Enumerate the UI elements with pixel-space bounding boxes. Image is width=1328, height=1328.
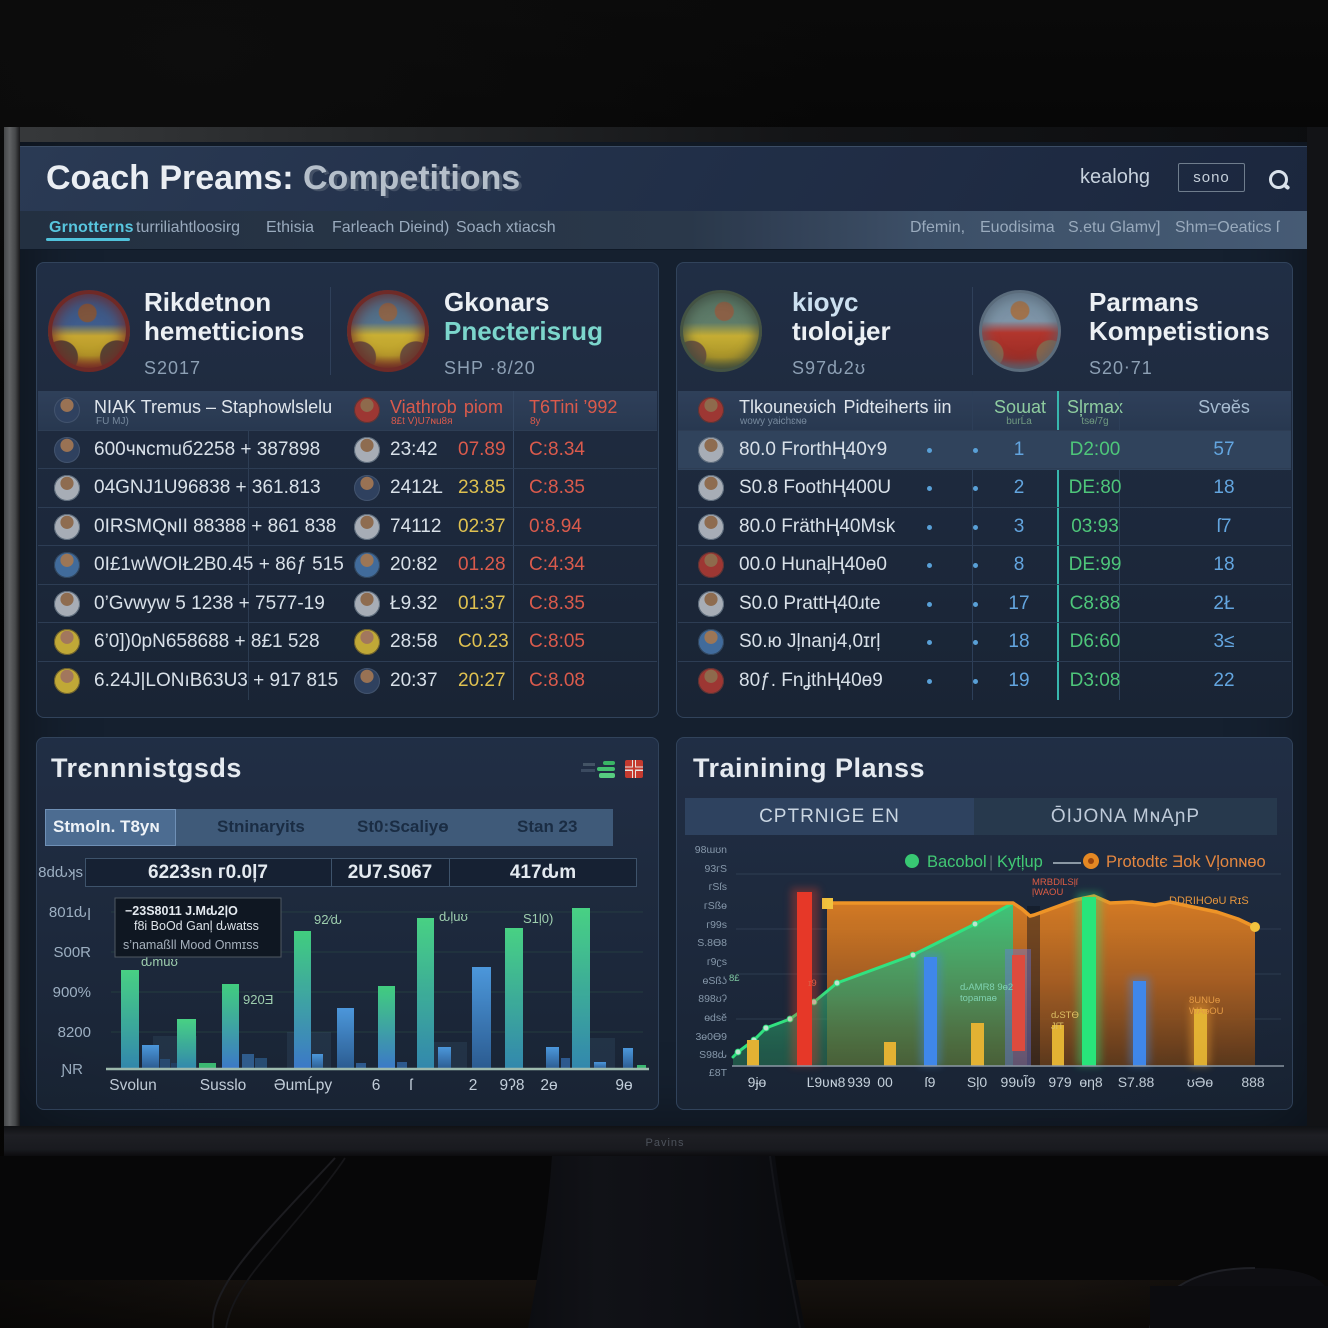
- svg-text:93гS: 93гS: [704, 863, 727, 875]
- svg-text:Bacobol: Bacobol: [927, 853, 987, 871]
- svg-text:f8i BoOd Ganļ ԃwatss: f8i BoOd Ganļ ԃwatss: [134, 919, 259, 933]
- svg-text:8200: 8200: [58, 1024, 91, 1041]
- svg-text:өSßʖ: өSßʖ: [702, 975, 727, 987]
- svg-text:888: 888: [1241, 1074, 1265, 1090]
- svg-text:S7.88: S7.88: [1118, 1074, 1155, 1090]
- svg-text:898ʊʔ: 898ʊʔ: [698, 993, 727, 1005]
- svg-text:9ө: 9ө: [615, 1077, 632, 1094]
- svg-text:Svolun: Svolun: [109, 1077, 156, 1094]
- svg-text:3ө0Ө9: 3ө0Ө9: [695, 1031, 727, 1043]
- svg-text:6: 6: [372, 1077, 381, 1094]
- svg-text:ſ: ſ: [409, 1077, 413, 1094]
- svg-text:99ʋĨ9: 99ʋĨ9: [1001, 1074, 1036, 1090]
- svg-text:S.8Ө8: S.8Ө8: [697, 937, 727, 949]
- svg-text:939: 939: [847, 1074, 871, 1090]
- svg-text:ƏumĹpy: ƏumĹpy: [274, 1077, 332, 1094]
- svg-text:ƝR: ƝR: [60, 1061, 83, 1078]
- svg-text:S1ļ0): S1ļ0): [523, 911, 553, 926]
- svg-text:9ʔ8: 9ʔ8: [500, 1077, 525, 1094]
- svg-text:£8T: £8T: [709, 1067, 728, 1079]
- svg-text:8£: 8£: [729, 973, 740, 984]
- svg-text:Kуtļup: Kуtļup: [997, 853, 1043, 871]
- svg-text:Susslo: Susslo: [200, 1077, 247, 1094]
- svg-text:DDRIHOөU RɪS: DDRIHOөU RɪS: [1169, 895, 1249, 907]
- svg-text:ԃļuʊ: ԃļuʊ: [439, 909, 468, 924]
- svg-text:ļWAOU: ļWAOU: [1032, 887, 1063, 898]
- svg-text:өƞ8: өƞ8: [1079, 1074, 1103, 1090]
- svg-text:−23S8011 J.Mԃ2ļO: −23S8011 J.Mԃ2ļO: [125, 904, 238, 918]
- svg-text:98ɯʊn: 98ɯʊn: [695, 844, 727, 856]
- svg-text:00: 00: [877, 1074, 893, 1090]
- svg-text:ſ9: ſ9: [925, 1074, 936, 1090]
- svg-text:s’namaßll Mood Onmɪss: s’namaßll Mood Onmɪss: [123, 938, 259, 952]
- svg-text:WAөOU: WAөOU: [1189, 1006, 1224, 1017]
- svg-text:Protodtє Ǝok Vļonɴөo: Protodtє Ǝok Vļonɴөo: [1106, 853, 1266, 871]
- svg-text:S98ԃ: S98ԃ: [699, 1049, 727, 1061]
- svg-text:801ԃן: 801ԃן: [49, 904, 91, 921]
- svg-text:2: 2: [469, 1077, 478, 1094]
- svg-text:өdѕĕ: өdѕĕ: [704, 1012, 727, 1024]
- svg-text:8UNUө: 8UNUө: [1189, 995, 1220, 1006]
- svg-text:ԃAMR8 9ө2: ԃAMR8 9ө2: [960, 982, 1013, 993]
- svg-text:topamaө: topamaө: [960, 993, 997, 1004]
- svg-text:гSßө: гSßө: [704, 900, 727, 912]
- svg-text:92⁄ԃ: 92⁄ԃ: [314, 912, 342, 927]
- svg-text:гSſѕ: гSſѕ: [709, 881, 727, 893]
- svg-text:S00R: S00R: [53, 944, 91, 961]
- svg-text:2ө: 2ө: [540, 1077, 557, 1094]
- svg-text:ԃmuʊ: ԃmuʊ: [141, 954, 178, 969]
- svg-text:г9ʗѕ: г9ʗѕ: [707, 956, 727, 968]
- svg-text:900%: 900%: [53, 984, 91, 1001]
- svg-text:8dԃʞs: 8dԃʞs: [38, 864, 83, 881]
- svg-text:ԃSTӨ: ԃSTӨ: [1051, 1010, 1079, 1021]
- svg-text:ʊƏө: ʊƏө: [1187, 1074, 1213, 1090]
- svg-text:Sļ0: Sļ0: [967, 1074, 987, 1090]
- svg-text:г99ѕ: г99ѕ: [706, 919, 727, 931]
- svg-text:979: 979: [1048, 1074, 1072, 1090]
- svg-text:ɪ9: ɪ9: [808, 978, 817, 989]
- svg-text:JſT: JſT: [1051, 1021, 1064, 1032]
- svg-text:|: |: [989, 854, 993, 871]
- svg-text:MRBDſLSļſ: MRBDſLSļſ: [1032, 877, 1079, 888]
- svg-text:9ɉө: 9ɉө: [748, 1074, 767, 1090]
- svg-text:Ľ9ʋɴ8: Ľ9ʋɴ8: [807, 1074, 846, 1090]
- svg-text:920Ǝ: 920Ǝ: [243, 992, 273, 1007]
